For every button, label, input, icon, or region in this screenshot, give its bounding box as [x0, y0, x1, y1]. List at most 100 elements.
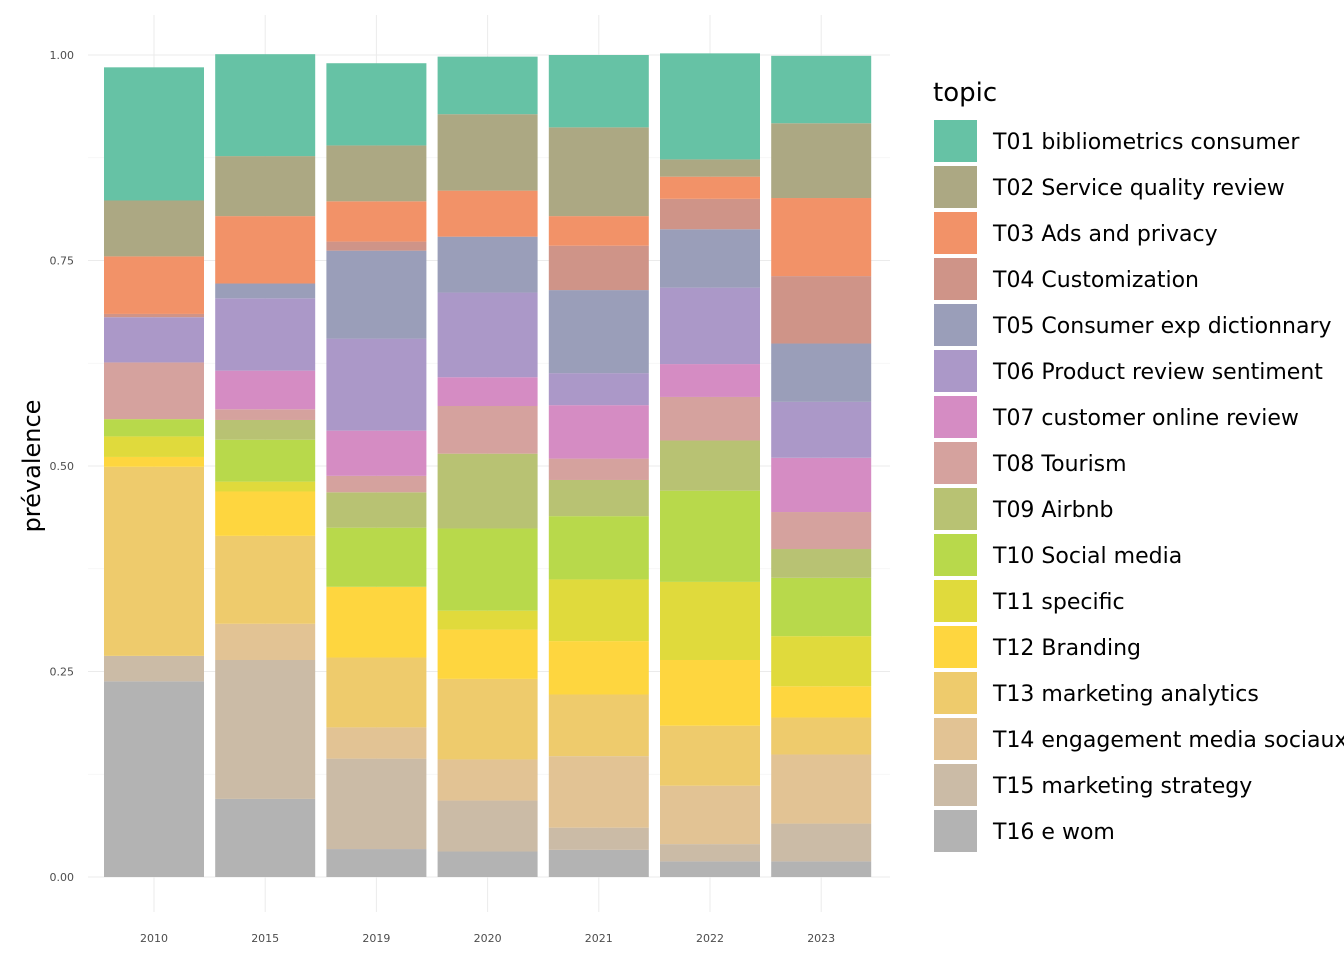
bar-segment	[437, 629, 538, 679]
bar-segment	[548, 405, 649, 459]
legend-swatch	[934, 258, 977, 300]
bar-segment	[215, 419, 316, 440]
bar-segment	[548, 694, 649, 757]
x-tick-label: 2020	[474, 932, 502, 945]
bar-segment	[548, 479, 649, 517]
legend-swatch	[934, 442, 977, 484]
bar-segment	[326, 758, 427, 850]
bar-segment	[548, 290, 649, 374]
bar-segment	[548, 516, 649, 580]
bar-segment	[771, 55, 872, 124]
bar-segment	[326, 727, 427, 759]
bar-segment	[104, 200, 204, 257]
bar-segment	[326, 849, 427, 877]
legend-swatch	[934, 304, 977, 346]
x-tick-label: 2021	[585, 932, 613, 945]
legend-swatch	[934, 810, 977, 852]
legend-label: T08 Tourism	[992, 452, 1127, 477]
bar-segment	[104, 655, 204, 682]
bar-segment	[771, 686, 872, 718]
bar-segment	[771, 343, 872, 402]
legend-label: T03 Ads and privacy	[992, 222, 1218, 247]
bar-segment	[215, 216, 316, 284]
bar-segment	[660, 844, 760, 862]
bar-segment	[326, 201, 427, 242]
bar-segment	[326, 63, 427, 146]
bar-segment	[215, 370, 316, 410]
bar-segment	[326, 527, 427, 587]
bar-segment	[437, 405, 538, 454]
bar-segment	[215, 54, 316, 157]
x-tick-labels: 2010 2015 2019 2020 2021 2022 2023	[140, 932, 835, 945]
bar-segment	[437, 453, 538, 529]
legend-label: T01 bibliometrics consumer	[992, 130, 1300, 155]
legend-swatch	[934, 212, 977, 254]
bar-segment	[437, 56, 538, 115]
bar-segment	[548, 245, 649, 291]
legend: T01 bibliometrics consumer T02 Service qu…	[934, 120, 1344, 852]
bar-segment	[104, 67, 204, 201]
bar-segment	[215, 623, 316, 660]
bar-segment	[104, 436, 204, 457]
x-tick-label: 2022	[696, 932, 724, 945]
bar-segment	[771, 577, 872, 637]
legend-label: T09 Airbnb	[992, 498, 1114, 523]
legend-swatch	[934, 350, 977, 392]
bar-segment	[326, 430, 427, 476]
bar-segment	[660, 396, 760, 441]
bar-segment	[660, 364, 760, 397]
bar-segment	[771, 861, 872, 877]
bar-segment	[660, 725, 760, 786]
bar-segment	[660, 176, 760, 199]
y-tick-label: 1.00	[50, 49, 75, 62]
bar-segment	[104, 466, 204, 656]
bar-segment	[104, 681, 204, 877]
bar-segment	[548, 756, 649, 828]
bar-segment	[660, 229, 760, 288]
legend-swatch	[934, 718, 977, 760]
y-tick-label: 0.00	[50, 871, 75, 884]
bar-segment	[771, 198, 872, 277]
bar-segment	[548, 55, 649, 128]
bar-segment	[437, 292, 538, 378]
y-tick-label: 0.50	[50, 460, 75, 473]
legend-label: T05 Consumer exp dictionnary	[992, 314, 1332, 339]
bar-segment	[104, 419, 204, 437]
legend-label: T15 marketing strategy	[992, 774, 1252, 799]
bar-segment	[771, 512, 872, 550]
bar-segment	[771, 457, 872, 513]
bar-segment	[104, 456, 204, 467]
legend-swatch	[934, 672, 977, 714]
bar-segment	[771, 717, 872, 755]
legend-label: T13 marketing analytics	[992, 682, 1259, 707]
bar-segment	[660, 581, 760, 660]
bar-segment	[326, 586, 427, 658]
bar-segment	[548, 373, 649, 406]
bar-segment	[437, 759, 538, 801]
bar-segment	[548, 579, 649, 642]
bar-segment	[660, 198, 760, 230]
legend-label: T12 Branding	[992, 636, 1141, 661]
bar-segment	[215, 491, 316, 536]
bar-segment	[326, 657, 427, 728]
bar-segment	[215, 409, 316, 420]
bar-segment	[771, 636, 872, 687]
bar-segment	[104, 256, 204, 314]
bar-segment	[215, 156, 316, 217]
x-tick-label: 2019	[362, 932, 390, 945]
bar-segment	[771, 823, 872, 862]
legend-swatch	[934, 166, 977, 208]
legend-label: T06 Product review sentiment	[992, 360, 1323, 385]
bar-segment	[215, 283, 316, 299]
legend-label: T11 specific	[992, 590, 1125, 615]
bar-segment	[437, 190, 538, 237]
bar-segment	[104, 362, 204, 420]
bar-segment	[326, 145, 427, 202]
bars-layer	[104, 53, 872, 877]
bar-segment	[326, 338, 427, 431]
legend-title: topic	[933, 78, 997, 108]
legend-label: T16 e wom	[992, 820, 1115, 845]
bar-segment	[771, 549, 872, 578]
bar-segment	[215, 439, 316, 482]
